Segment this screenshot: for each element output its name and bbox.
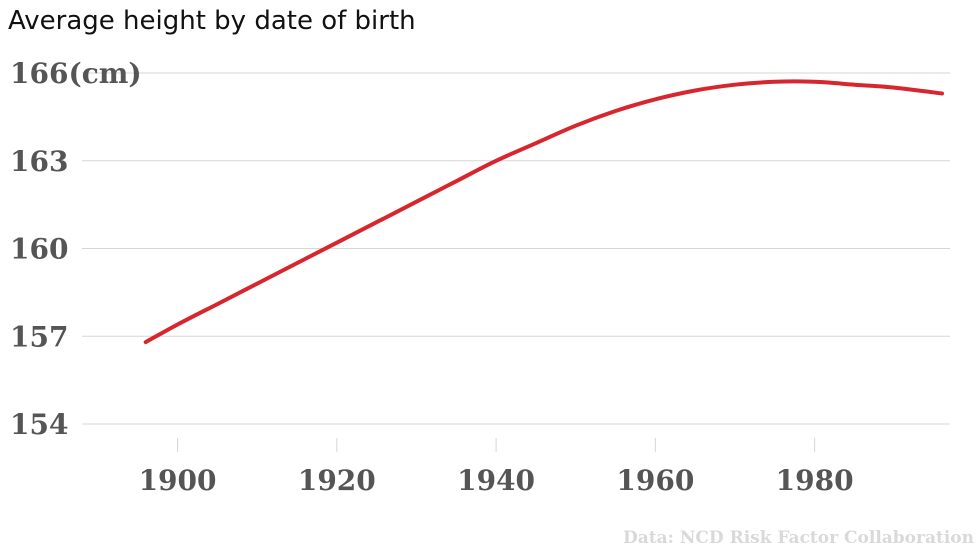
series-group [143, 79, 944, 345]
y-tick-label-166: 166(cm) [10, 57, 142, 90]
x-tick-label-1980: 1980 [776, 464, 854, 497]
x-axis-ticks [177, 438, 816, 452]
x-tick-label-1900: 1900 [139, 464, 217, 497]
y-axis-labels: 166(cm) 163 160 157 154 [10, 57, 142, 441]
x-tick-label-1940: 1940 [457, 464, 535, 497]
x-tick-label-1960: 1960 [616, 464, 694, 497]
y-tick-label-163: 163 [10, 145, 68, 178]
x-axis-labels: 1900 1920 1940 1960 1980 [139, 464, 854, 497]
y-tick-label-154: 154 [10, 408, 68, 441]
series-line-0 [143, 79, 944, 345]
chart-title: Average height by date of birth [8, 6, 416, 36]
grid-lines [82, 72, 950, 425]
x-tick-label-1920: 1920 [298, 464, 376, 497]
y-tick-label-157: 157 [10, 320, 68, 353]
y-tick-label-160: 160 [10, 233, 68, 266]
source-note: Data: NCD Risk Factor Collaboration [623, 528, 974, 548]
